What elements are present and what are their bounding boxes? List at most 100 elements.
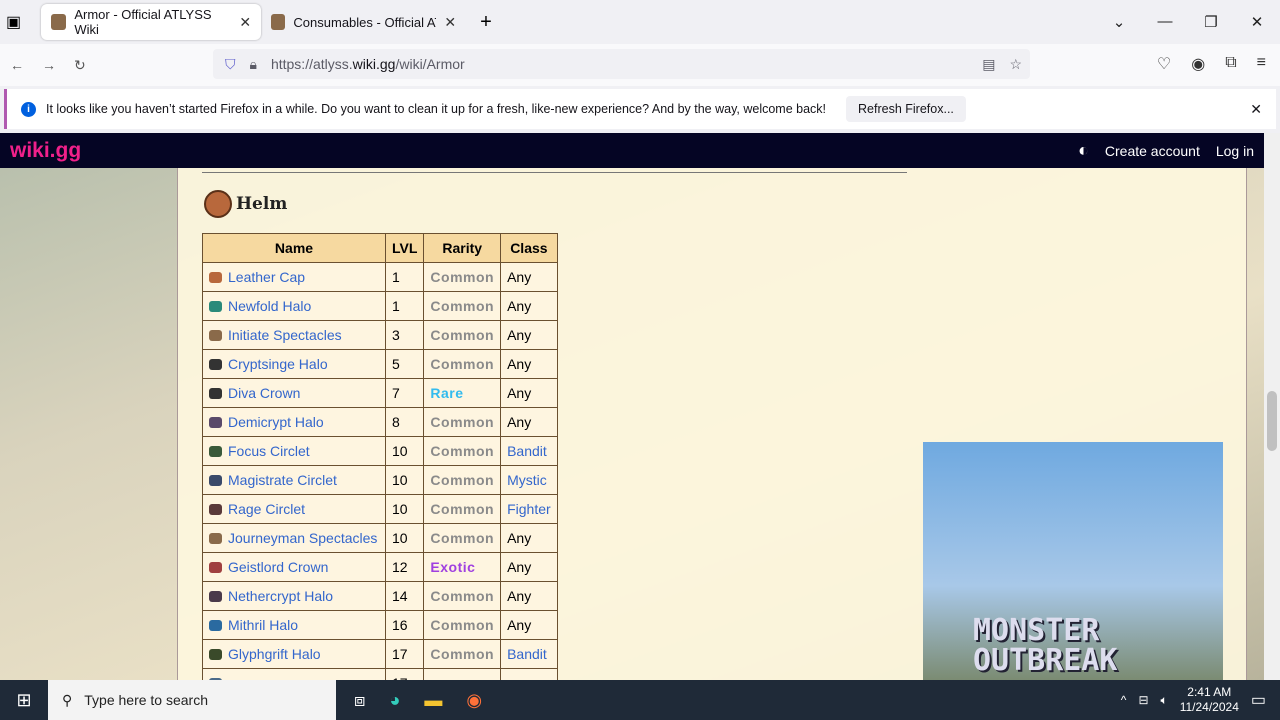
level-cell: 8: [384, 407, 425, 437]
rarity-cell: Common: [423, 639, 502, 669]
theme-toggle-icon[interactable]: ◐: [1078, 140, 1089, 160]
pocket-icon[interactable]: ♡: [1156, 56, 1172, 73]
tray-overflow-icon[interactable]: ^: [1120, 693, 1127, 707]
wiki-gg-logo[interactable]: wiki.gg: [10, 138, 82, 162]
bookmark-star-icon[interactable]: ☆: [1009, 55, 1022, 72]
class-cell: Any: [500, 581, 558, 611]
item-icon: [209, 678, 222, 680]
notifications-icon[interactable]: ▭: [1250, 692, 1266, 709]
firefox-icon[interactable]: ◉: [466, 689, 483, 710]
item-link[interactable]: Focus Circlet: [228, 443, 310, 459]
rarity-cell: Exotic: [423, 552, 502, 582]
item-name-cell: Demicrypt Halo: [202, 407, 386, 437]
item-icon: [209, 649, 222, 660]
item-link[interactable]: Nethercrypt Halo: [228, 588, 334, 604]
class-link[interactable]: Fighter: [507, 501, 551, 517]
table-row: Rage Circlet 10 Common Fighter: [202, 494, 558, 524]
refresh-firefox-button[interactable]: Refresh Firefox...: [846, 96, 966, 122]
item-link[interactable]: Mithril Halo: [228, 617, 299, 633]
item-link[interactable]: Geistlord Crown: [228, 559, 329, 575]
tab-title: Consumables - Official ATLYSS Wiki: [293, 14, 436, 30]
log-in-link[interactable]: Log in: [1215, 142, 1254, 159]
close-window-icon[interactable]: ✕: [1250, 14, 1264, 31]
item-icon: [209, 272, 222, 283]
item-link[interactable]: Glyphgrift Halo: [228, 646, 321, 662]
advertisement[interactable]: MONSTER OUTBREAK: [923, 442, 1223, 680]
table-row: Newfold Halo 1 Common Any: [202, 291, 558, 321]
level-cell: 10: [384, 523, 425, 553]
edge-icon[interactable]: ◕: [389, 689, 401, 710]
item-link[interactable]: Cryptsinge Halo: [228, 356, 328, 372]
taskbar-search[interactable]: ⚲ Type here to search: [48, 680, 336, 720]
table-row: Journeyman Spectacles 10 Common Any: [202, 523, 558, 553]
rarity-label: Common: [430, 588, 495, 604]
lock-icon[interactable]: 🔒︎: [249, 55, 257, 72]
tab-list-icon[interactable]: ▣: [6, 14, 22, 31]
class-cell: Any: [500, 407, 558, 437]
scrollbar[interactable]: [1264, 133, 1280, 680]
rarity-label: Common: [430, 414, 495, 430]
reader-view-icon[interactable]: ▤: [982, 55, 996, 72]
minimize-icon[interactable]: —: [1157, 13, 1173, 30]
rarity-label: Common: [430, 617, 495, 633]
item-name-cell: [202, 668, 386, 680]
windows-start-icon[interactable]: ⊞: [16, 689, 32, 710]
tab-consumables[interactable]: Consumables - Official ATLYSS Wiki ✕: [261, 4, 466, 40]
tab-overflow-icon[interactable]: ⌄: [1112, 14, 1126, 31]
item-link[interactable]: Magistrate Circlet: [228, 472, 337, 488]
class-label: Any: [507, 617, 532, 633]
forward-icon[interactable]: →: [42, 57, 56, 73]
account-icon[interactable]: ◉: [1191, 56, 1206, 73]
class-link[interactable]: Mystic: [507, 472, 547, 488]
close-notification-icon[interactable]: ✕: [1250, 100, 1262, 117]
close-tab-icon[interactable]: ✕: [444, 13, 457, 30]
item-name-cell: Magistrate Circlet: [202, 465, 386, 495]
shield-icon[interactable]: ⛉: [225, 55, 236, 72]
section-heading: Helm: [204, 190, 287, 218]
create-account-link[interactable]: Create account: [1104, 142, 1200, 159]
network-icon[interactable]: ⊟: [1138, 693, 1149, 707]
task-view-icon[interactable]: ⧈: [354, 689, 366, 710]
class-link[interactable]: Bandit: [507, 443, 547, 459]
class-label: Any: [507, 385, 532, 401]
table-row: Leather Cap 1 Common Any: [202, 262, 558, 292]
back-icon[interactable]: ←: [10, 57, 24, 73]
item-link[interactable]: Diva Crown: [228, 385, 301, 401]
class-label: Any: [507, 414, 532, 430]
search-icon: ⚲: [62, 691, 73, 708]
file-explorer-icon[interactable]: ▬: [424, 689, 443, 710]
item-link[interactable]: Leather Cap: [228, 269, 306, 285]
tab-title: Armor - Official ATLYSS Wiki: [74, 7, 212, 37]
item-link[interactable]: Initiate Spectacles: [228, 327, 342, 343]
new-tab-icon[interactable]: +: [480, 10, 492, 33]
class-label: Any: [507, 530, 532, 546]
item-name-cell: Journeyman Spectacles: [202, 523, 386, 553]
class-link[interactable]: Bandit: [507, 646, 547, 662]
item-icon: [209, 562, 222, 573]
atlyss-favicon-icon: [51, 14, 67, 30]
rarity-label: Common: [430, 501, 495, 517]
reload-icon[interactable]: ↻: [74, 56, 86, 73]
extensions-icon[interactable]: ⧉: [1225, 54, 1237, 71]
level-cell: 10: [384, 436, 425, 466]
item-link[interactable]: Demicrypt Halo: [228, 414, 324, 430]
item-link[interactable]: Journeyman Spectacles: [228, 530, 378, 546]
item-icon: [209, 533, 222, 544]
rarity-cell: Common: [423, 262, 502, 292]
scrollbar-thumb[interactable]: [1267, 391, 1277, 451]
volume-icon[interactable]: 🔈︎: [1160, 692, 1168, 707]
restore-icon[interactable]: ❐: [1204, 14, 1218, 31]
class-cell: Bandit: [500, 639, 558, 669]
class-cell: Any: [500, 262, 558, 292]
menu-icon[interactable]: ≡: [1256, 54, 1266, 71]
tab-armor[interactable]: Armor - Official ATLYSS Wiki ✕: [41, 4, 262, 40]
level-cell: 7: [384, 378, 425, 408]
url-text: https://atlyss.wiki.gg/wiki/Armor: [270, 56, 465, 72]
item-link[interactable]: Newfold Halo: [228, 298, 312, 314]
level-cell: 5: [384, 349, 425, 379]
item-link[interactable]: Rage Circlet: [228, 501, 306, 517]
atlyss-favicon-icon: [271, 14, 286, 30]
close-tab-icon[interactable]: ✕: [239, 13, 252, 30]
clock[interactable]: 2:41 AM 11/24/2024: [1179, 685, 1239, 714]
url-bar[interactable]: ⛉ 🔒︎ https://atlyss.wiki.gg/wiki/Armor ▤ ☆: [213, 49, 1030, 79]
